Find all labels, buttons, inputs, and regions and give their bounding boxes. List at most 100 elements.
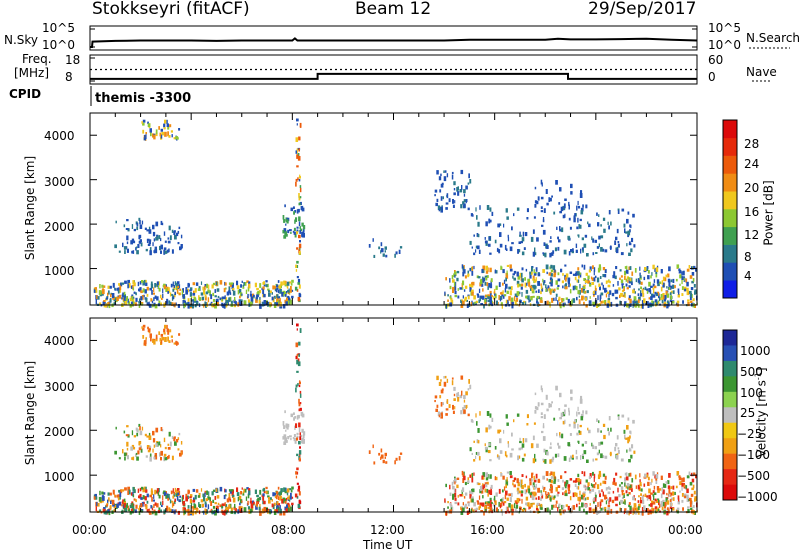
velocity-cell (508, 503, 511, 508)
power-cell (294, 210, 297, 213)
power-cell (199, 297, 201, 301)
power-cell (504, 294, 507, 297)
power-cell (291, 279, 294, 283)
velocity-cell (583, 450, 587, 455)
power-cell (469, 283, 472, 287)
power-cell (446, 173, 449, 178)
power-cell (590, 276, 593, 280)
power-cell (127, 279, 130, 284)
power-cell (508, 286, 511, 290)
power-cell (452, 204, 455, 208)
power-cell (502, 282, 504, 286)
power-cell (604, 269, 607, 274)
power-cell (532, 295, 535, 298)
velocity-cell (395, 457, 398, 461)
velocity-cell (167, 336, 169, 342)
velocity-cell (173, 491, 175, 495)
velocity-cell (170, 490, 173, 495)
power-cell (511, 301, 514, 306)
velocity-cell (672, 508, 675, 511)
power-cell (145, 248, 148, 252)
velocity-cell (587, 482, 590, 487)
power-cell (108, 290, 110, 295)
power-cell (526, 208, 529, 213)
power-cell (297, 296, 301, 302)
velocity-cell (681, 493, 684, 497)
velocity-cell (262, 496, 265, 501)
velocity-cell (248, 490, 251, 496)
velocity-cell (156, 503, 159, 508)
power-cell (484, 237, 486, 240)
velocity-cell (467, 477, 469, 481)
power-ytick-4000: 4000 (44, 129, 75, 143)
power-cell (470, 301, 473, 307)
power-cell (395, 251, 398, 255)
velocity-cell (380, 448, 383, 453)
velocity-cell (666, 492, 668, 496)
velocity-cell (489, 425, 492, 429)
power-cell (657, 300, 660, 303)
power-cell (525, 268, 528, 272)
power-cell (666, 286, 668, 289)
velocity-cell (501, 498, 503, 502)
velocity-cell (486, 502, 488, 505)
power-ytick-2000: 2000 (44, 220, 75, 234)
velocity-cell (147, 449, 151, 453)
velocity-cell (173, 342, 176, 345)
power-cell (207, 297, 210, 303)
power-cell (174, 291, 176, 296)
power-cell (146, 293, 149, 297)
power-cell (582, 290, 585, 293)
velocity-cell (196, 508, 199, 513)
power-cell (587, 221, 589, 225)
velocity-ytick-2000: 2000 (44, 425, 75, 439)
power-cell (694, 289, 697, 295)
velocity-cell (228, 489, 231, 492)
velocity-cell (249, 508, 253, 513)
velocity-cell (531, 473, 533, 479)
velocity-cell (289, 498, 291, 502)
velocity-cell (240, 491, 242, 495)
velocity-cell (570, 455, 573, 459)
velocity-cell (517, 482, 520, 487)
power-cell (277, 299, 280, 304)
power-cell (182, 288, 184, 293)
velocity-cell (524, 489, 527, 495)
power-cell (490, 278, 493, 283)
power-cell (182, 294, 185, 299)
power-cell (142, 129, 145, 134)
power-cell (626, 265, 628, 270)
velocity-cell (614, 482, 617, 486)
power-cell (499, 223, 502, 226)
power-cell (475, 207, 477, 212)
velocity-cell (287, 507, 290, 512)
power-cell (578, 299, 581, 304)
power-cell (604, 274, 607, 278)
power-cell (575, 272, 577, 276)
velocity-cell (204, 508, 207, 514)
power-colorbar-segment (723, 155, 737, 174)
power-cell (634, 297, 637, 301)
velocity-cell (550, 442, 552, 446)
power-cell (449, 278, 451, 283)
velocity-cell (132, 446, 136, 450)
velocity-cell (146, 509, 150, 513)
power-cell (497, 223, 500, 228)
power-cell (301, 207, 305, 212)
velocity-cell (619, 475, 622, 479)
power-cell (646, 289, 649, 294)
velocity-cell (628, 483, 630, 487)
velocity-cell (121, 504, 123, 507)
velocity-cell (476, 439, 479, 444)
power-cell (274, 286, 277, 289)
power-cell (471, 266, 474, 271)
velocity-cell (494, 499, 496, 503)
velocity-cell (586, 459, 589, 463)
velocity-cell (287, 436, 290, 440)
velocity-cell (619, 507, 621, 512)
velocity-cell (551, 495, 553, 499)
velocity-ytick-3000: 3000 (44, 380, 75, 394)
power-cell (628, 252, 631, 256)
velocity-cell (440, 414, 443, 419)
power-cell (290, 282, 293, 286)
